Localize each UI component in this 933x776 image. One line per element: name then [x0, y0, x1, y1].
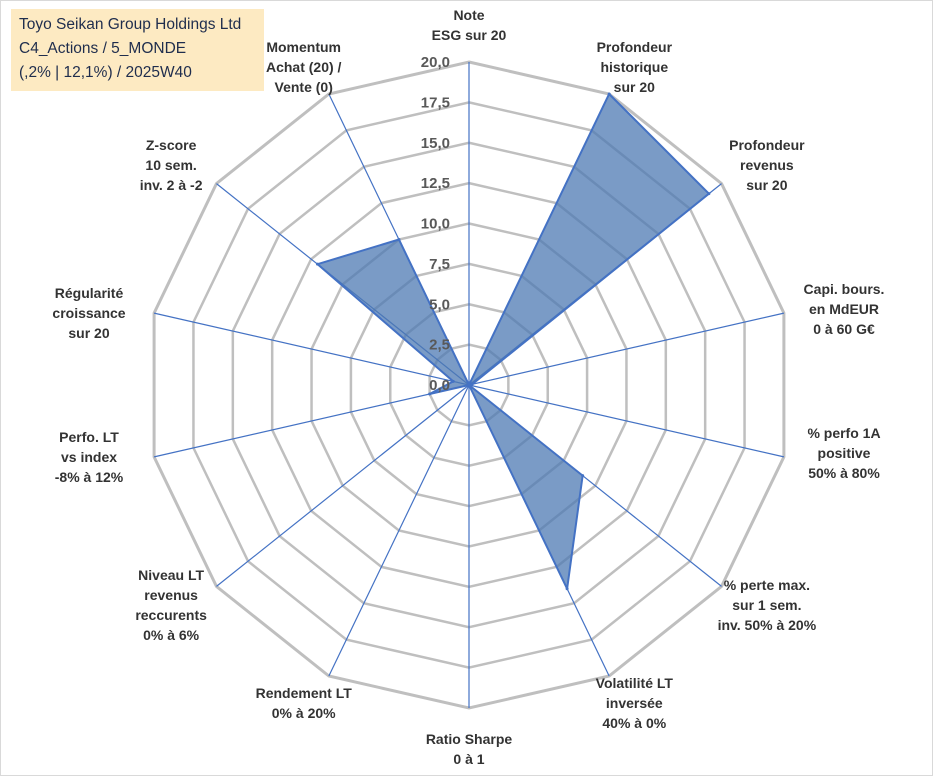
axis-label-1-line-1: historique [600, 59, 668, 75]
axis-label-7: Ratio Sharpe 0 à 1 [426, 731, 513, 767]
axis-label-8-line-1: 0% à 20% [272, 705, 336, 721]
series-layer [315, 92, 711, 591]
title-line-period: (,2% | 12,1%) / 2025W40 [19, 64, 192, 81]
data-point-3 [470, 382, 474, 386]
axis-label-7-line-0: Ratio Sharpe [426, 731, 513, 747]
axis-label-3-line-0: Capi. bours. [804, 281, 885, 297]
axis-label-4: % perfo 1A positive 50% à 80% [807, 425, 880, 481]
axis-label-8: Rendement LT 0% à 20% [256, 685, 353, 721]
axis-label-1: Profondeur historique sur 20 [597, 39, 673, 95]
chart-title-box: Toyo Seikan Group Holdings Ltd C4_Action… [11, 9, 264, 91]
axis-label-3-line-2: 0 à 60 G€ [813, 321, 875, 337]
data-point-5 [581, 474, 585, 478]
tick-label-5: 12,5 [421, 175, 450, 192]
data-point-12 [315, 262, 319, 266]
spoke-8 [328, 384, 470, 677]
tick-label-3: 7,5 [429, 256, 450, 273]
axis-label-11-line-1: croissance [52, 305, 125, 321]
series-area-0 [316, 92, 710, 590]
axis-label-12-line-1: 10 sem. [145, 157, 196, 173]
spoke-4 [468, 384, 785, 458]
data-point-6 [565, 587, 569, 591]
axis-label-9-line-1: revenus [144, 587, 198, 603]
tick-label-4: 10,0 [421, 216, 450, 233]
axis-label-0-line-1: ESG sur 20 [432, 27, 507, 43]
axis-label-5: % perte max. sur 1 sem. inv. 50% à 20% [718, 577, 817, 633]
axis-label-6: Volatilité LT inversée 40% à 0% [596, 675, 674, 731]
axis-label-2: Profondeur revenus sur 20 [729, 137, 805, 193]
axis-label-4-line-0: % perfo 1A [807, 425, 880, 441]
axis-label-4-line-2: 50% à 80% [808, 465, 880, 481]
axis-label-11-line-2: sur 20 [68, 325, 109, 341]
axis-label-3: Capi. bours. en MdEUR 0 à 60 G€ [804, 281, 885, 337]
axis-label-12: Z-score 10 sem. inv. 2 à -2 [140, 137, 203, 193]
axis-label-9-line-3: 0% à 6% [143, 627, 200, 643]
data-point-9 [467, 383, 471, 387]
tick-label-7: 17,5 [421, 94, 450, 111]
axis-label-1-line-2: sur 20 [614, 79, 655, 95]
axis-label-0: Note ESG sur 20 [432, 7, 507, 43]
axis-label-9: Niveau LT revenus reccurents 0% à 6% [135, 567, 207, 643]
data-point-1 [607, 92, 611, 96]
axis-label-2-line-0: Profondeur [729, 137, 805, 153]
axis-label-11-line-0: Régularité [55, 285, 124, 301]
axis-label-0-line-0: Note [453, 7, 484, 23]
spoke-3 [468, 312, 785, 386]
axis-label-10-line-1: vs index [61, 449, 117, 465]
axis-label-10-line-2: -8% à 12% [55, 469, 124, 485]
axis-label-5-line-1: sur 1 sem. [732, 597, 801, 613]
spoke-9 [216, 384, 470, 587]
axis-label-4-line-1: positive [818, 445, 871, 461]
axis-label-13: Momentum Achat (20) / Vente (0) [266, 39, 342, 95]
tick-label-2: 5,0 [429, 296, 450, 313]
axis-label-12-line-0: Z-score [146, 137, 197, 153]
axis-label-2-line-1: revenus [740, 157, 794, 173]
spoke-10 [153, 384, 470, 458]
axis-label-5-line-2: inv. 50% à 20% [718, 617, 817, 633]
axis-label-13-line-0: Momentum [266, 39, 341, 55]
axis-label-6-line-1: inversée [606, 695, 663, 711]
tick-label-layer: 0,0 2,5 5,0 7,5 10,0 12,5 15,0 17,5 20,0 [421, 54, 450, 394]
axis-label-1-line-0: Profondeur [597, 39, 673, 55]
axis-label-layer: Note ESG sur 20 Profondeur historique sur 20… [52, 7, 884, 767]
spoke-11 [153, 312, 470, 386]
axis-label-6-line-0: Volatilité LT [596, 675, 674, 691]
title-line-category: C4_Actions / 5_MONDE [19, 40, 187, 57]
axis-label-13-line-1: Achat (20) / [266, 59, 342, 75]
axis-label-7-line-1: 0 à 1 [453, 751, 484, 767]
axis-label-8-line-0: Rendement LT [256, 685, 353, 701]
tick-label-6: 15,0 [421, 135, 450, 152]
axis-label-5-line-0: % perte max. [724, 577, 810, 593]
data-point-13 [397, 237, 401, 241]
axis-label-9-line-0: Niveau LT [138, 567, 204, 583]
tick-label-1: 2,5 [429, 337, 450, 354]
axis-label-13-line-2: Vente (0) [275, 79, 333, 95]
axis-label-9-line-2: reccurents [135, 607, 207, 623]
title-line-company: Toyo Seikan Group Holdings Ltd [19, 16, 242, 33]
axis-label-6-line-2: 40% à 0% [602, 715, 666, 731]
axis-label-3-line-1: en MdEUR [809, 301, 879, 317]
axis-label-10-line-0: Perfo. LT [59, 429, 119, 445]
axis-label-10: Perfo. LT vs index -8% à 12% [55, 429, 124, 485]
axis-label-11: Régularité croissance sur 20 [52, 285, 125, 341]
data-point-10 [428, 392, 432, 396]
data-point-2 [707, 192, 711, 196]
tick-label-8: 20,0 [421, 54, 450, 71]
axis-label-12-line-2: inv. 2 à -2 [140, 177, 203, 193]
data-point-11 [451, 379, 455, 383]
axis-label-2-line-2: sur 20 [746, 177, 787, 193]
tick-label-0: 0,0 [429, 377, 450, 394]
